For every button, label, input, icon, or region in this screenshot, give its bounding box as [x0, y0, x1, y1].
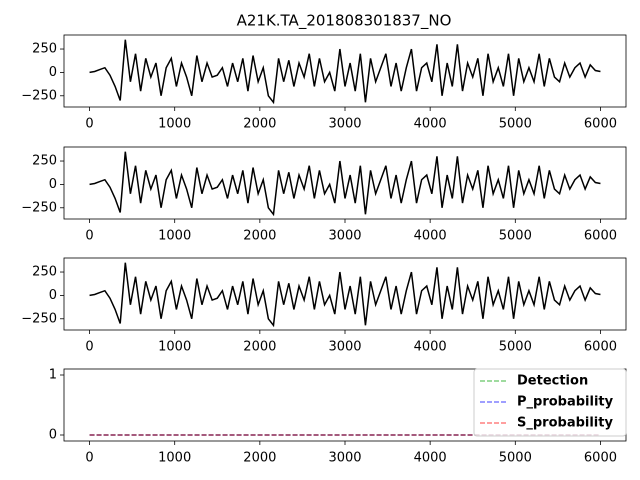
x-tick-label: 0 [85, 451, 93, 466]
x-tick-label: 6000 [584, 340, 617, 355]
y-tick-label: −250 [21, 200, 57, 215]
x-tick-label: 0 [85, 340, 93, 355]
series-line [89, 151, 601, 217]
y-tick-label: 0 [49, 65, 57, 80]
x-tick-label: 2000 [243, 340, 276, 355]
x-tick-label: 6000 [584, 451, 617, 466]
x-tick-label: 4000 [414, 451, 447, 466]
chart-title: A21K.TA_201808301837_NO [237, 12, 452, 31]
series-line [89, 39, 601, 105]
subplot: 0 1000 2000 3000 4000 5000 6000 0 1 Detection P_pr… [49, 368, 627, 466]
x-tick-label: 3000 [328, 229, 361, 244]
x-tick-label: 5000 [499, 229, 532, 244]
y-tick-label: 1 [49, 368, 57, 383]
series-line [89, 262, 601, 328]
x-tick-label: 5000 [499, 451, 532, 466]
x-tick-label: 0 [85, 229, 93, 244]
legend-label: S_probability [517, 416, 613, 431]
x-tick-label: 2000 [243, 451, 276, 466]
x-tick-label: 1000 [158, 117, 191, 132]
x-tick-label: 4000 [414, 340, 447, 355]
x-tick-label: 6000 [584, 117, 617, 132]
y-tick-label: 250 [32, 265, 57, 280]
subplot: 0 1000 2000 3000 4000 5000 6000 −250 0 250 [21, 257, 627, 355]
legend: Detection P_probability S_probability [473, 368, 627, 437]
y-tick-label: 250 [32, 42, 57, 57]
x-tick-label: 1000 [158, 229, 191, 244]
y-tick-label: 250 [32, 154, 57, 169]
y-tick-label: 0 [49, 288, 57, 303]
x-tick-label: 0 [85, 117, 93, 132]
subplot: 0 1000 2000 3000 4000 5000 6000 −250 0 250 [21, 146, 627, 244]
x-tick-label: 4000 [414, 229, 447, 244]
x-tick-label: 1000 [158, 451, 191, 466]
x-tick-label: 3000 [328, 451, 361, 466]
y-tick-label: −250 [21, 311, 57, 326]
x-tick-label: 1000 [158, 340, 191, 355]
legend-box [473, 368, 627, 437]
y-tick-label: −250 [21, 88, 57, 103]
y-tick-label: 0 [49, 177, 57, 192]
x-tick-label: 2000 [243, 229, 276, 244]
legend-label: Detection [517, 374, 588, 389]
x-tick-label: 5000 [499, 117, 532, 132]
legend-label: P_probability [517, 395, 614, 410]
subplot: 0 1000 2000 3000 4000 5000 6000 −250 0 250 [21, 34, 627, 132]
x-tick-label: 2000 [243, 117, 276, 132]
x-tick-label: 3000 [328, 117, 361, 132]
x-tick-label: 6000 [584, 229, 617, 244]
x-tick-label: 4000 [414, 117, 447, 132]
y-tick-label: 0 [49, 428, 57, 443]
x-tick-label: 5000 [499, 340, 532, 355]
x-tick-label: 3000 [328, 340, 361, 355]
